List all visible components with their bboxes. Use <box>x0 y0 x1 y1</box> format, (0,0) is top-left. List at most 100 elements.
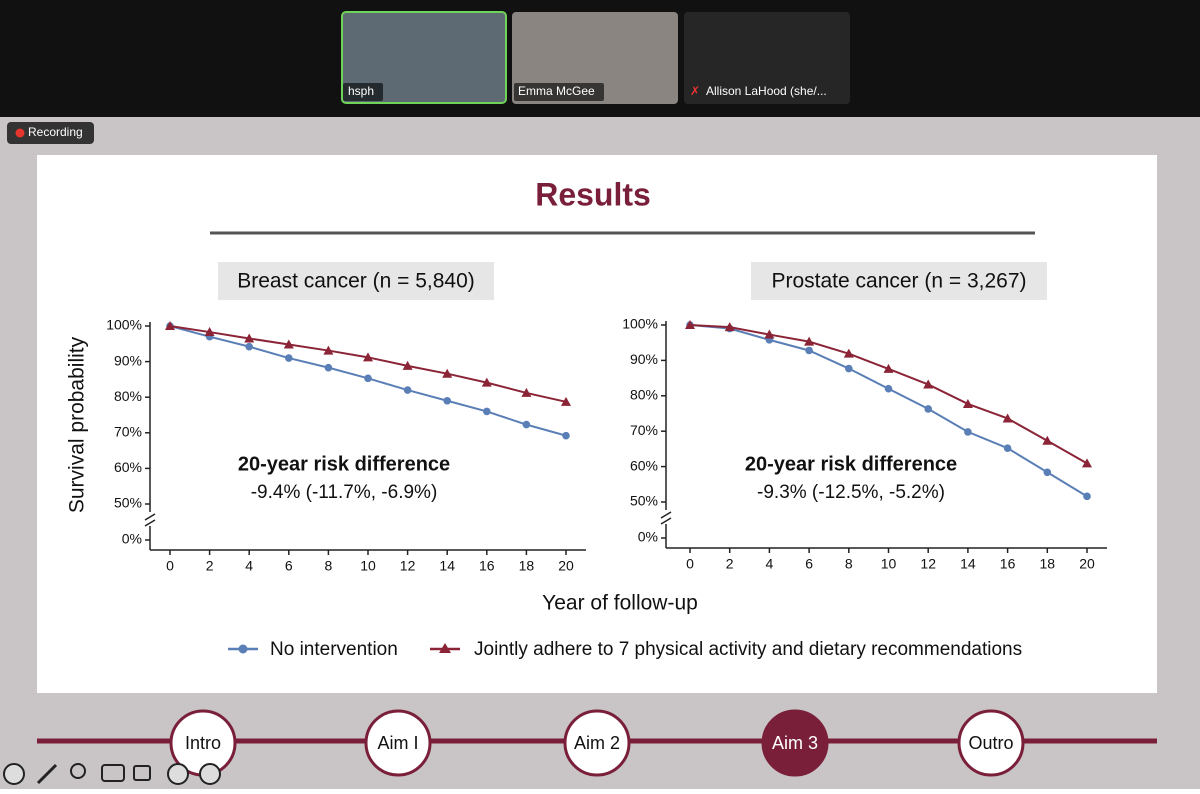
nav-label: Aim 2 <box>574 733 620 753</box>
point <box>244 333 255 343</box>
x-tick-label: 6 <box>285 558 293 574</box>
point <box>1002 413 1013 423</box>
point <box>924 405 932 413</box>
point <box>323 345 334 355</box>
y-tick-label: 100% <box>622 316 658 332</box>
y-tick-label: 0% <box>638 529 658 545</box>
point <box>324 363 333 372</box>
point <box>402 360 413 370</box>
point <box>363 352 373 362</box>
point <box>165 321 175 330</box>
cc-button[interactable] <box>101 764 125 782</box>
x-tick-label: 0 <box>166 558 174 574</box>
point <box>561 396 571 406</box>
point <box>685 320 695 329</box>
nav-button[interactable] <box>761 709 829 777</box>
legend-marker <box>439 643 451 653</box>
nav-button[interactable] <box>563 709 631 777</box>
y-tick-label: 50% <box>114 495 142 511</box>
point <box>1003 444 1012 452</box>
participant-name: Allison LaHood (she/... <box>706 84 827 98</box>
point <box>923 379 934 389</box>
annotation: 20-year risk difference <box>745 453 957 475</box>
participant-name: Emma McGee <box>518 84 595 98</box>
name-tag <box>343 83 383 101</box>
video-tile[interactable] <box>512 12 678 104</box>
x-tick-label: 20 <box>558 558 574 574</box>
axis-break <box>144 513 156 527</box>
point <box>1043 468 1052 477</box>
x-tick-label: 6 <box>805 556 813 572</box>
forward-button[interactable] <box>199 763 221 785</box>
annotation: -9.3% (-12.5%, -5.2%) <box>757 482 945 503</box>
point <box>364 374 372 383</box>
point <box>804 336 815 346</box>
participant-name: hsph <box>348 84 374 98</box>
recording-label: Recording <box>28 125 83 139</box>
x-tick-label: 18 <box>519 558 535 574</box>
point <box>1042 435 1053 445</box>
nav-button[interactable] <box>364 709 432 777</box>
point <box>245 342 253 351</box>
x-axis-label: Year of follow-up <box>542 592 698 615</box>
x-tick-label: 16 <box>1000 556 1016 572</box>
nav-button[interactable] <box>957 709 1025 777</box>
x-tick-label: 14 <box>960 556 976 572</box>
slide-title: Results <box>535 176 651 212</box>
x-tick-label: 2 <box>726 556 734 572</box>
legend-marker <box>238 644 248 654</box>
y-tick-label: 90% <box>114 352 142 368</box>
point <box>562 431 570 440</box>
x-tick-label: 20 <box>1079 556 1095 572</box>
x-tick-label: 8 <box>325 558 333 574</box>
axis-break <box>660 511 672 525</box>
point <box>724 322 735 332</box>
recording-badge[interactable] <box>7 122 94 144</box>
y-tick-label: 100% <box>106 317 142 333</box>
toolbar <box>3 763 221 785</box>
annotation: -9.4% (-11.7%, -6.9%) <box>251 482 438 503</box>
y-tick-label: 80% <box>114 388 142 404</box>
nav-label: Intro <box>185 733 221 753</box>
video-tile[interactable] <box>341 11 507 104</box>
point <box>522 420 531 429</box>
zoom-tool[interactable] <box>70 763 86 779</box>
back-button[interactable] <box>3 763 25 785</box>
point <box>285 354 293 362</box>
x-tick-label: 10 <box>881 556 897 572</box>
x-tick-label: 4 <box>245 558 253 574</box>
video-tile[interactable] <box>684 12 850 104</box>
y-tick-label: 80% <box>630 387 658 403</box>
pen-tool[interactable] <box>36 763 58 785</box>
point <box>283 339 294 349</box>
x-tick-label: 10 <box>360 558 376 574</box>
name-tag <box>514 83 604 101</box>
point <box>843 348 854 358</box>
y-axis-label: Survival probability <box>66 336 89 513</box>
video-button[interactable] <box>133 765 151 781</box>
y-tick-label: 70% <box>630 422 658 438</box>
y-tick-label: 0% <box>122 531 142 547</box>
point <box>521 387 532 397</box>
chart-title: Breast cancer (n = 5,840) <box>237 270 475 293</box>
x-tick-label: 2 <box>206 558 214 574</box>
y-tick-label: 50% <box>630 493 658 509</box>
point <box>403 386 412 394</box>
y-tick-label: 60% <box>114 459 142 475</box>
point <box>884 384 893 393</box>
y-tick-label: 70% <box>114 424 142 440</box>
point <box>443 396 452 405</box>
point <box>204 327 215 337</box>
x-tick-label: 18 <box>1040 556 1056 572</box>
point <box>481 377 492 387</box>
point <box>1083 492 1091 501</box>
point <box>962 398 973 408</box>
x-tick-label: 14 <box>439 558 455 574</box>
point <box>764 329 775 339</box>
y-tick-label: 60% <box>630 457 658 473</box>
more-button[interactable] <box>167 763 189 785</box>
x-tick-label: 12 <box>400 558 416 574</box>
nav-label: Outro <box>968 733 1013 753</box>
annotation: 20-year risk difference <box>238 453 450 475</box>
